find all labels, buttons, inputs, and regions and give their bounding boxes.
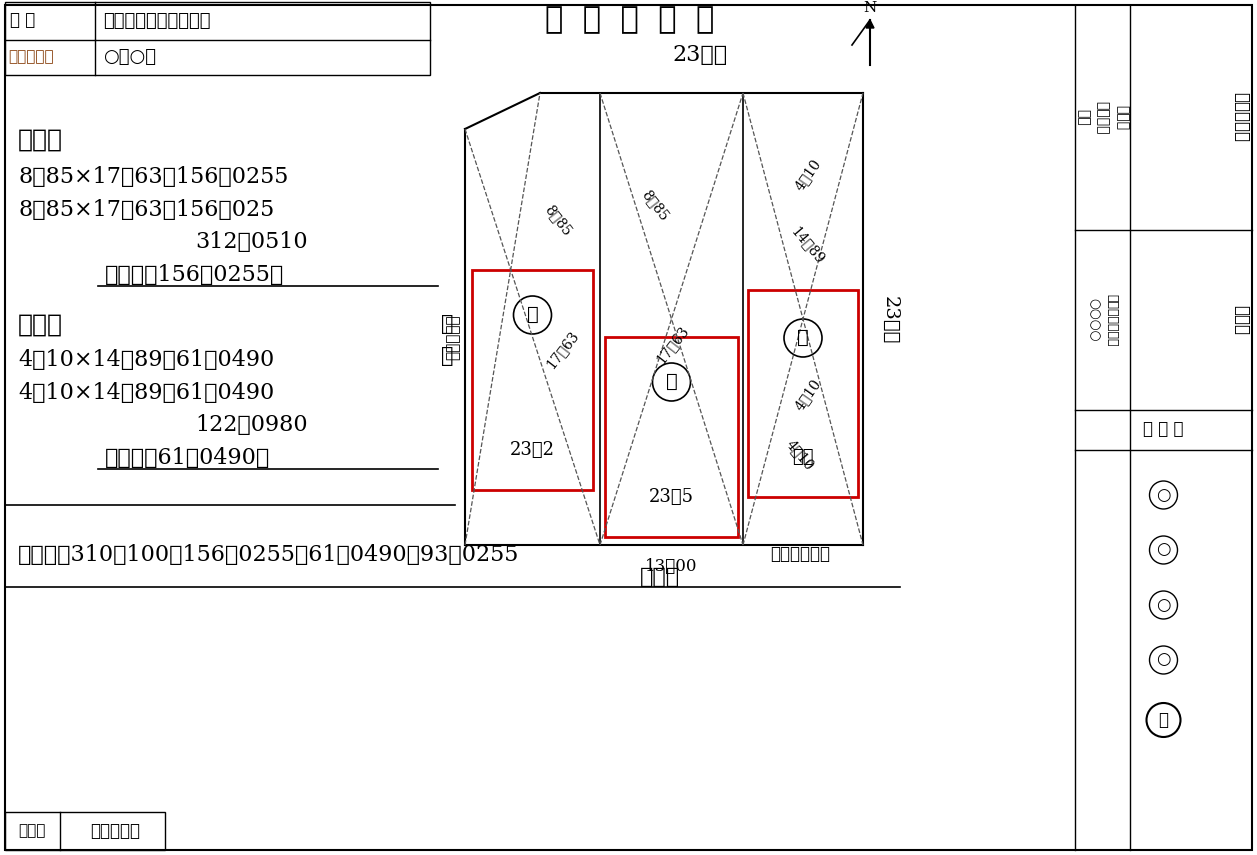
Text: 17．63: 17．63 bbox=[543, 328, 581, 372]
Text: （Ｂ）: （Ｂ） bbox=[18, 128, 63, 151]
Text: 地 番: 地 番 bbox=[10, 13, 35, 30]
Text: 4．10: 4．10 bbox=[792, 156, 823, 193]
Text: 農: 農 bbox=[441, 315, 454, 334]
Text: ○: ○ bbox=[1156, 597, 1170, 614]
Text: ○市○町: ○市○町 bbox=[103, 49, 156, 67]
Text: 23－３: 23－３ bbox=[881, 296, 899, 345]
Text: （Ｃ）: （Ｃ） bbox=[18, 314, 63, 337]
Text: ○: ○ bbox=[1156, 652, 1170, 669]
Text: 地  積  測  量  図: 地 積 測 量 図 bbox=[546, 4, 715, 36]
Bar bbox=[605, 337, 738, 537]
Text: 8．85×17．63＝156．0255: 8．85×17．63＝156．0255 bbox=[18, 166, 288, 188]
Text: Ａ: Ａ bbox=[527, 306, 538, 324]
Text: ○: ○ bbox=[1156, 486, 1170, 504]
Text: 23－１: 23－１ bbox=[672, 44, 728, 66]
Text: 土地家屋調査士
○○○○: 土地家屋調査士 ○○○○ bbox=[1087, 294, 1117, 346]
Text: 122．0980: 122．0980 bbox=[195, 414, 308, 436]
Text: （Ａ）＝310．100－156．0255－61．0490＝93．0255: （Ａ）＝310．100－156．0255－61．0490＝93．0255 bbox=[18, 544, 519, 566]
Text: 道: 道 bbox=[441, 347, 454, 367]
Text: ２３－２，－５，－６: ２３－２，－５，－６ bbox=[103, 12, 210, 30]
Text: （単位：ｍ）: （単位：ｍ） bbox=[771, 546, 830, 563]
Text: 4．10: 4．10 bbox=[783, 437, 817, 473]
Text: 8．85×17．63＝156．025: 8．85×17．63＝156．025 bbox=[18, 199, 274, 221]
Text: １／３００: １／３００ bbox=[91, 823, 140, 840]
Bar bbox=[471, 270, 593, 490]
Text: 4．10: 4．10 bbox=[792, 377, 823, 413]
Text: 作製者: 作製者 bbox=[1233, 305, 1249, 335]
Text: 道　路: 道 路 bbox=[640, 566, 680, 588]
Text: 土地の所在: 土地の所在 bbox=[8, 50, 54, 64]
Text: 昭和４
５年３月
１日: 昭和４ ５年３月 １日 bbox=[1076, 101, 1129, 134]
Text: ○: ○ bbox=[1156, 541, 1170, 558]
Text: 23－5: 23－5 bbox=[649, 488, 694, 506]
Text: 13．00: 13．00 bbox=[645, 558, 698, 575]
Text: Ｃ: Ｃ bbox=[797, 329, 808, 347]
Text: ㊞: ㊞ bbox=[1159, 711, 1169, 728]
FancyArrow shape bbox=[866, 20, 874, 28]
Text: 申 請 人: 申 請 人 bbox=[1144, 422, 1184, 439]
Text: １／２　61．0490㎡: １／２ 61．0490㎡ bbox=[106, 447, 270, 469]
Text: 4．10×14．89＝61．0490: 4．10×14．89＝61．0490 bbox=[18, 382, 274, 404]
Text: １／２　156．0255㎡: １／２ 156．0255㎡ bbox=[106, 264, 284, 286]
Text: 312．0510: 312．0510 bbox=[195, 231, 308, 253]
Text: 17．63: 17．63 bbox=[654, 323, 691, 367]
Text: Ｂ: Ｂ bbox=[666, 373, 678, 391]
Text: 14．89: 14．89 bbox=[788, 224, 827, 266]
Text: 縮　尺: 縮 尺 bbox=[19, 824, 45, 838]
Text: 23－2: 23－2 bbox=[510, 441, 556, 459]
Text: 4．10×14．89＝61．0490: 4．10×14．89＝61．0490 bbox=[18, 349, 274, 371]
Text: －６: －６ bbox=[792, 448, 813, 466]
Text: 8．85: 8．85 bbox=[639, 187, 671, 223]
Text: N: N bbox=[864, 1, 876, 15]
Bar bbox=[5, 2, 430, 75]
Bar bbox=[748, 290, 859, 497]
Bar bbox=[5, 812, 165, 850]
Text: 8．85: 8．85 bbox=[542, 202, 574, 238]
Text: 作製年月日: 作製年月日 bbox=[1233, 92, 1249, 143]
Text: １２．００: １２．００ bbox=[446, 314, 460, 360]
